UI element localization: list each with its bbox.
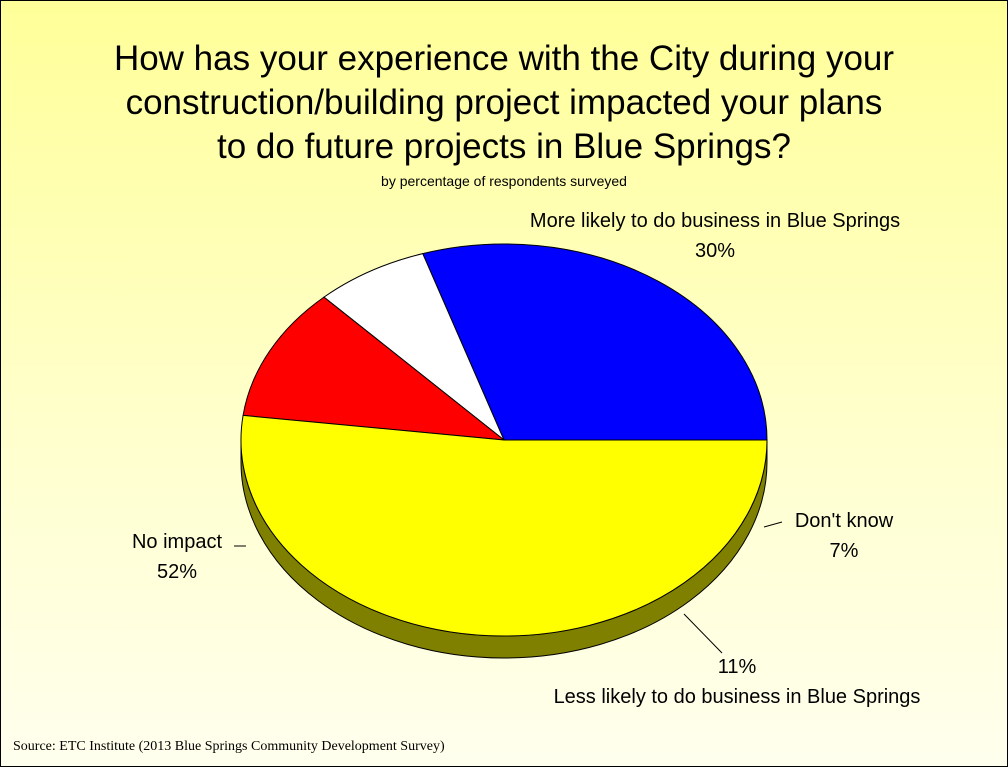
slice-label-less-likely-to-do-business-in-blue-springs: Less likely to do business in Blue Sprin… (554, 686, 921, 708)
chart-title-line-1: How has your experience with the City du… (113, 39, 895, 78)
slice-value-don-t-know: 7% (830, 540, 859, 562)
leader-line-less-likely-to-do-business-in-blue-springs (683, 613, 723, 654)
chart-subtitle: by percentage of respondents surveyed (381, 173, 627, 189)
source-note: Source: ETC Institute (2013 Blue Springs… (13, 739, 445, 754)
pie-slice-no-impact (240, 414, 768, 637)
slice-label-don-t-know: Don't know (795, 510, 894, 532)
chart-title-line-3: to do future projects in Blue Springs? (217, 127, 791, 166)
pie-slice-don-t-know (323, 253, 505, 441)
slice-value-more-likely-to-do-business-in-blue-springs: 30% (695, 240, 735, 262)
slice-label-no-impact: No impact (132, 531, 222, 553)
slice-value-less-likely-to-do-business-in-blue-springs: 11% (718, 656, 757, 678)
pie-slice-less-likely-to-do-business-in-blue-springs (242, 296, 506, 441)
slice-value-no-impact: 52% (157, 561, 197, 583)
leader-line-don-t-know (763, 521, 783, 528)
slice-label-more-likely-to-do-business-in-blue-springs: More likely to do business in Blue Sprin… (530, 210, 900, 232)
pie-slice-more-likely-to-do-business-in-blue-springs (422, 243, 768, 441)
chart-title-line-2: construction/building project impacted y… (125, 83, 883, 122)
